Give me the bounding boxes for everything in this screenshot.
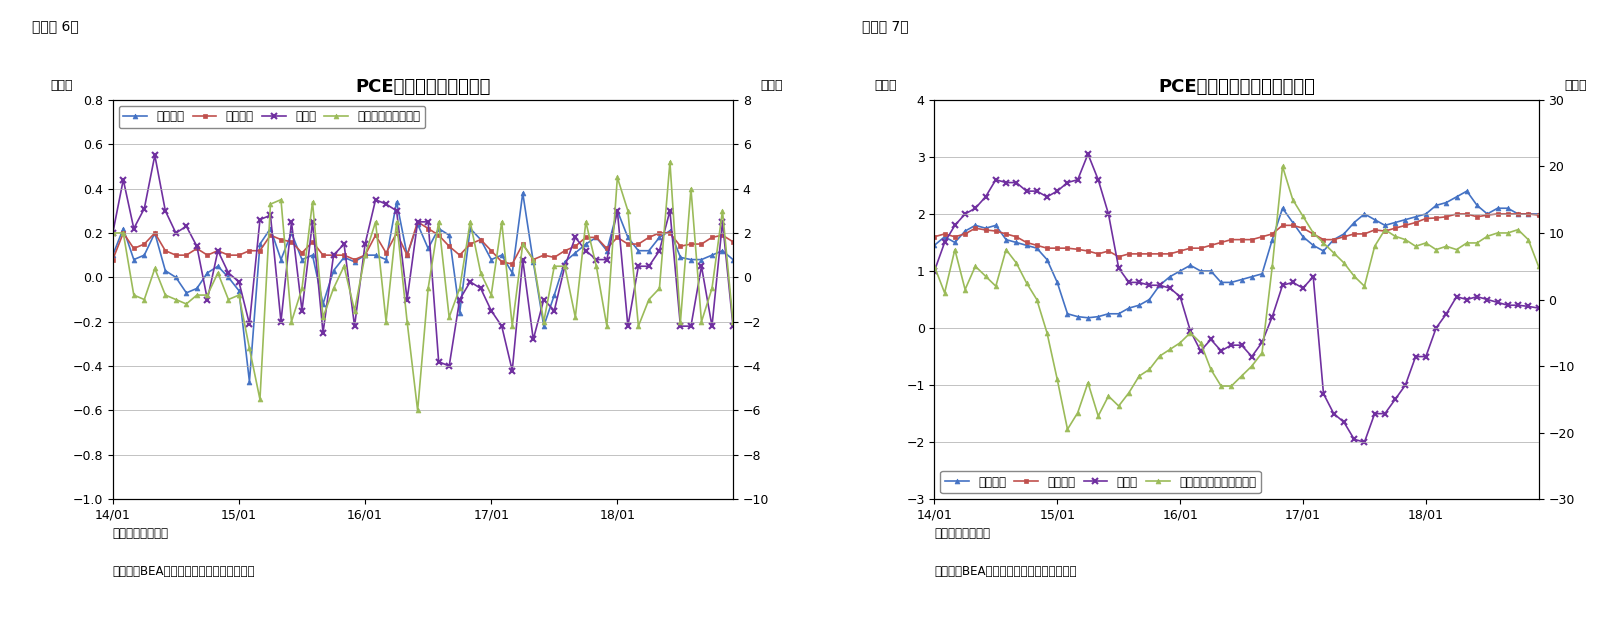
Text: （％）: （％）	[760, 79, 783, 92]
Text: （％）: （％）	[1564, 79, 1587, 92]
Text: （図表 7）: （図表 7）	[862, 19, 909, 32]
Text: （資料）BEAよりニッセイ基礎研究所作成: （資料）BEAよりニッセイ基礎研究所作成	[113, 565, 255, 578]
Text: （注）季節調整済: （注）季節調整済	[934, 527, 991, 540]
Text: （％）: （％）	[52, 79, 72, 92]
Title: PCE価格指数（前月比）: PCE価格指数（前月比）	[354, 77, 491, 95]
Title: PCE価格指数（前年同月比）: PCE価格指数（前年同月比）	[1158, 77, 1315, 95]
Text: （注）季節調整済: （注）季節調整済	[113, 527, 169, 540]
Legend: 総合指数, コア指数, 食料品, エネルギー関連（右軸）: 総合指数, コア指数, 食料品, エネルギー関連（右軸）	[941, 471, 1261, 494]
Legend: 総合指数, コア指数, 食料品, エネルギー（右軸）: 総合指数, コア指数, 食料品, エネルギー（右軸）	[119, 105, 425, 128]
Text: （資料）BEAよりニッセイ基礎研究所作成: （資料）BEAよりニッセイ基礎研究所作成	[934, 565, 1076, 578]
Text: （図表 6）: （図表 6）	[32, 19, 79, 32]
Text: （％）: （％）	[873, 79, 896, 92]
